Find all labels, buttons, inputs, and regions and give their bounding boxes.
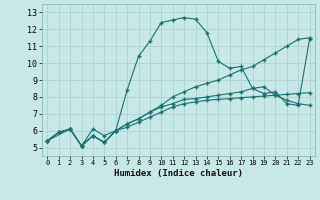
X-axis label: Humidex (Indice chaleur): Humidex (Indice chaleur)	[114, 169, 243, 178]
